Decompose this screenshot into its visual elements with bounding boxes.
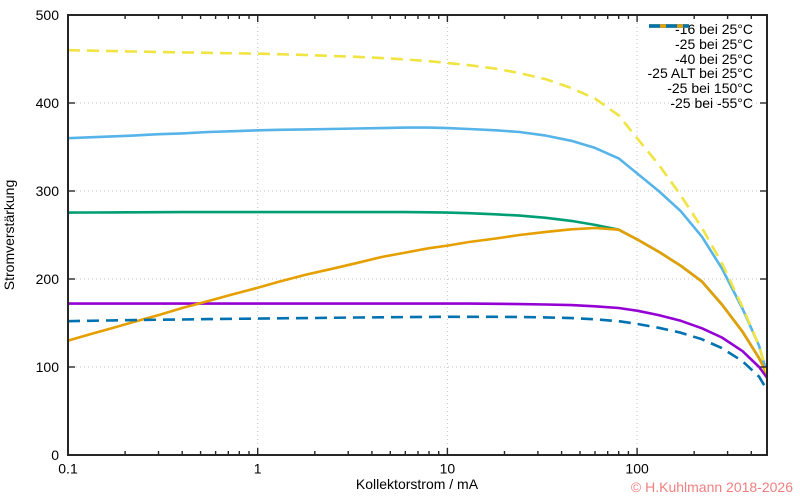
copyright-watermark: © H.Kuhlmann 2018-2026 [631,479,793,495]
legend-item: -25 bei 150°C [648,24,753,97]
legend: -16 bei 25°C -25 bei 25°C -40 bei 25°C -25 … [648,22,753,110]
y-tick-label: 300 [36,183,60,199]
y-axis-title: Stromverstärkung [1,180,17,290]
series-curve-4 [67,48,769,373]
legend-item: -25 ALT bei 25°C [647,24,753,82]
legend-label: -16 bei 25°C [675,21,753,38]
x-tick-label: 1 [254,461,262,477]
legend-item: -40 bei 25°C [648,24,753,67]
series-curve-0 [68,302,769,379]
legend-label: -25 bei 25°C [675,36,753,53]
x-tick-label: 10 [440,461,456,477]
x-tick-label: 100 [625,461,649,477]
legend-label: -25 bei 150°C [667,80,753,97]
y-tick-label: 500 [36,7,60,23]
series-curve-3 [67,226,769,375]
y-tick-label: 100 [36,359,60,375]
legend-label: -25 bei -55°C [670,94,753,111]
series-curve-2 [67,126,769,374]
x-axis-title: Kollektorstrom / mA [356,476,479,492]
x-tick-label: 0.1 [58,461,78,477]
series-curve-5 [67,315,769,391]
y-tick-label: 200 [36,271,60,287]
legend-item: -25 bei 25°C [648,24,753,53]
legend-label: -25 ALT bei 25°C [647,65,753,82]
series-curve-1 [67,210,769,375]
legend-label: -40 bei 25°C [675,50,753,67]
y-tick-label: 0 [51,447,59,463]
legend-item: -25 bei -55°C [648,24,753,111]
legend-line-sample [648,24,689,28]
y-tick-label: 400 [36,95,60,111]
